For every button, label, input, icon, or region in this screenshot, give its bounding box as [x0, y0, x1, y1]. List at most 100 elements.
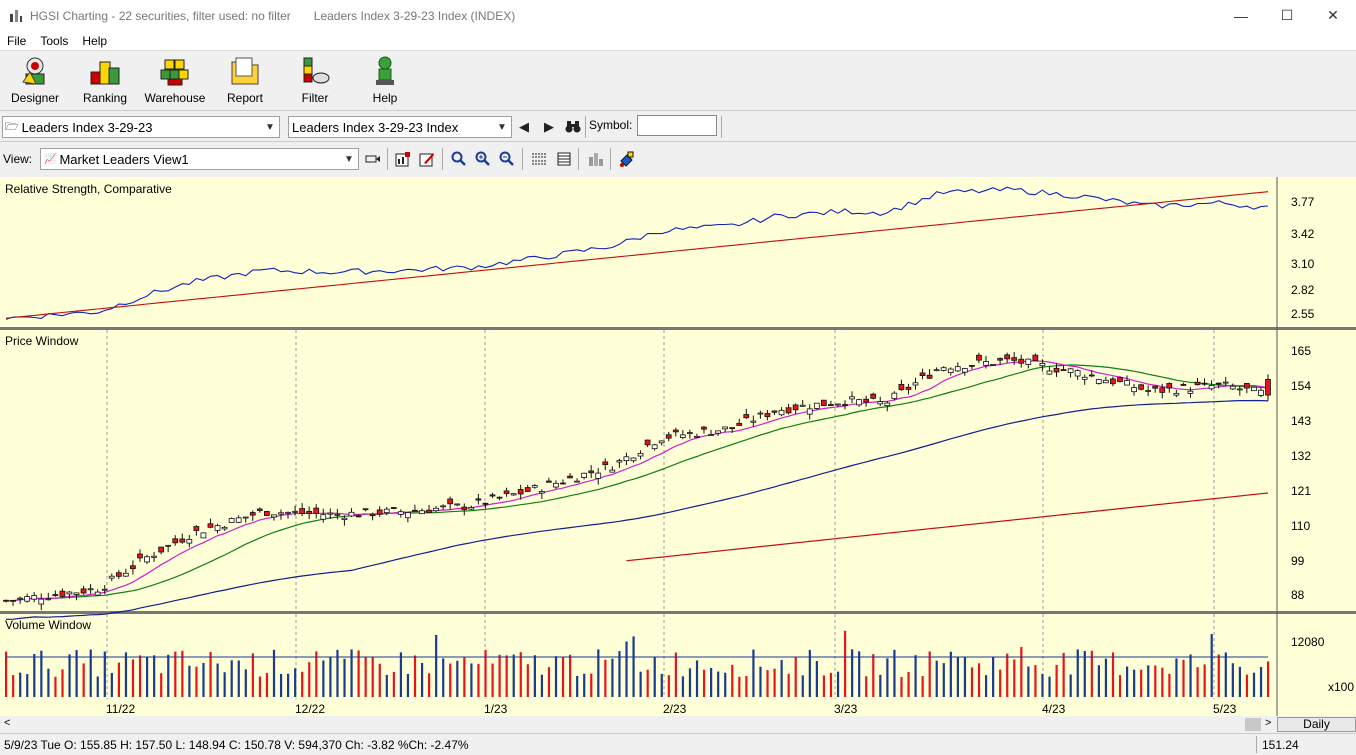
compare-chart-icon[interactable] — [586, 149, 606, 169]
month-label: 4/23 — [1042, 702, 1066, 716]
volume-bar — [251, 653, 254, 697]
volume-bar — [949, 651, 952, 697]
warehouse-label: Warehouse — [144, 91, 206, 105]
volume-bar — [75, 650, 78, 697]
chart-edit-icon[interactable] — [417, 149, 437, 169]
volume-bar — [1020, 646, 1023, 697]
lines-icon[interactable] — [529, 149, 549, 169]
candle-body — [207, 523, 214, 528]
candle-body — [3, 599, 9, 602]
horizontal-scrollbar[interactable]: < > — [0, 716, 1356, 733]
volume-bar — [258, 676, 262, 697]
volume-bar — [519, 652, 522, 697]
candle-body — [151, 555, 157, 558]
candle-body — [778, 409, 785, 416]
designer-label: Designer — [10, 91, 60, 105]
candle-body — [158, 546, 164, 553]
main-toolbar: Designer Ranking Warehouse Report Filter… — [0, 52, 1356, 111]
period-button[interactable]: Daily — [1277, 717, 1356, 732]
view-edit-icon[interactable] — [363, 149, 383, 169]
security-dropdown[interactable]: Leaders Index 3-29-23 Index ▼ — [288, 116, 512, 138]
scroll-right-icon[interactable]: > — [1265, 717, 1272, 729]
candle-body — [454, 503, 461, 506]
scroll-thumb[interactable] — [1245, 718, 1261, 731]
candle-body — [722, 426, 728, 430]
close-button[interactable]: ✕ — [1327, 7, 1339, 23]
candle-body — [299, 508, 305, 514]
volume-bar — [1118, 675, 1122, 697]
candle-body — [362, 508, 369, 511]
table-icon[interactable] — [554, 149, 574, 169]
chart-settings-icon[interactable] — [393, 149, 413, 169]
volume-bar — [209, 651, 212, 697]
list-dropdown[interactable]: 🗁 Leaders Index 3-29-23 ▼ — [2, 116, 280, 138]
menu-file[interactable]: File — [7, 33, 27, 48]
warehouse-button[interactable]: Warehouse — [140, 52, 210, 111]
candle-body — [87, 588, 94, 591]
symbol-input[interactable] — [637, 115, 717, 136]
candle-body — [919, 372, 926, 377]
report-button[interactable]: Report — [210, 52, 280, 111]
designer-button[interactable]: Designer — [0, 52, 70, 111]
candle-body — [278, 512, 284, 515]
next-icon[interactable]: ▶ — [544, 119, 554, 134]
view-dropdown[interactable]: 📈 Market Leaders View1 ▼ — [40, 148, 359, 170]
help-button[interactable]: Help — [350, 52, 420, 111]
volume-bar — [498, 654, 501, 697]
window-title: HGSI Charting - 22 securities, filter us… — [30, 8, 291, 23]
volume-bar — [872, 654, 875, 697]
candle-body — [214, 525, 221, 531]
candle-body — [242, 516, 249, 519]
candle-body — [1215, 382, 1222, 385]
volume-bar — [1267, 661, 1270, 697]
candle-body — [249, 512, 256, 516]
candle-body — [179, 538, 186, 543]
volume-bar — [590, 673, 593, 697]
menu-help[interactable]: Help — [82, 33, 108, 48]
zoom-in-icon[interactable] — [473, 149, 493, 169]
minimize-button[interactable]: — — [1234, 7, 1248, 24]
maximize-button[interactable]: ☐ — [1280, 7, 1294, 23]
previous-icon[interactable]: ◀ — [519, 119, 529, 134]
volume-bar — [244, 669, 247, 697]
chart-area[interactable]: Relative Strength, Comparative Price Win… — [0, 177, 1356, 716]
volume-bar — [5, 651, 8, 697]
volume-bar — [329, 657, 332, 697]
month-label: 12/22 — [295, 702, 326, 716]
candle-body — [412, 509, 418, 512]
menu-tools[interactable]: Tools — [40, 33, 69, 48]
candle-body — [433, 507, 439, 512]
volume-bar — [399, 652, 403, 697]
binoculars-icon[interactable] — [563, 117, 583, 137]
volume-bar — [40, 650, 43, 697]
volume-bar — [202, 662, 205, 697]
zoom-out-icon[interactable] — [497, 149, 517, 169]
candle-body — [10, 599, 16, 602]
candle-body — [708, 434, 714, 436]
window-subtitle: Leaders Index 3-29-23 Index (INDEX) — [313, 8, 516, 23]
chart-canvas[interactable] — [0, 177, 1356, 716]
separator — [585, 116, 586, 138]
candle-body — [348, 511, 355, 517]
volume-bar — [103, 651, 106, 697]
candle-body — [736, 422, 743, 426]
candle-body — [877, 401, 884, 405]
zoom-icon[interactable] — [449, 149, 469, 169]
volume-bar — [463, 657, 466, 697]
candle-body — [115, 572, 122, 577]
candle-body — [560, 482, 566, 485]
candle-body — [926, 374, 933, 379]
candle-body — [835, 403, 841, 406]
scroll-left-icon[interactable]: < — [4, 717, 11, 729]
filter-button[interactable]: Filter — [280, 52, 350, 111]
ranking-button[interactable]: Ranking — [70, 52, 140, 111]
candle-body — [320, 514, 327, 520]
volume-bar — [195, 666, 198, 697]
volume-bar — [1104, 658, 1108, 697]
volume-bar — [1252, 672, 1256, 697]
month-label: 5/23 — [1213, 702, 1237, 716]
candle-body — [1166, 383, 1173, 389]
volume-bar — [963, 656, 967, 697]
candle-body — [256, 508, 263, 511]
paint-icon[interactable] — [617, 149, 637, 169]
